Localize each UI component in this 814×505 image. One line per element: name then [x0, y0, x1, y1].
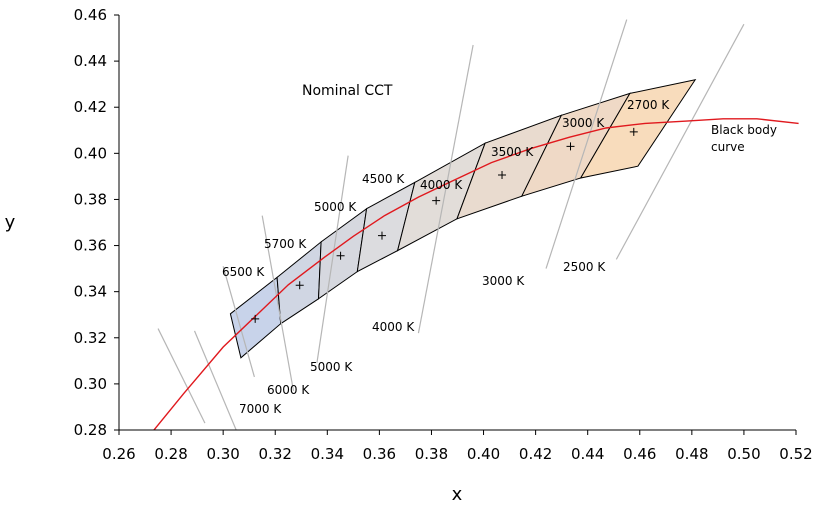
x-tick-label: 0.34 — [311, 445, 344, 463]
isotemp-line — [615, 23, 745, 260]
x-tick-label: 0.40 — [467, 445, 500, 463]
center-point-marker — [432, 196, 441, 205]
isotemp-label-2500: 2500 K — [563, 260, 606, 274]
center-point-marker — [295, 281, 304, 290]
isotemp-line — [193, 330, 237, 430]
y-tick-label: 0.28 — [74, 421, 107, 439]
isotemp-line — [545, 19, 628, 269]
x-tick-label: 0.50 — [727, 445, 760, 463]
quadrangle-5700-k — [276, 240, 322, 325]
curve-label-line-1: Black body — [711, 123, 777, 137]
x-tick-label: 0.36 — [363, 445, 396, 463]
black-body-curve — [153, 118, 799, 430]
isotemp-line — [316, 155, 349, 364]
plot-layer — [153, 19, 799, 430]
y-tick-label: 0.40 — [74, 144, 107, 162]
x-tick-label: 0.26 — [102, 445, 135, 463]
isotemp-line — [222, 266, 255, 378]
quadrangle-2700-k — [579, 79, 697, 179]
isotemp-line — [261, 215, 295, 391]
isotemp-label-7000: 7000 K — [239, 402, 282, 416]
quad-label-5700: 5700 K — [264, 237, 307, 251]
y-tick-label: 0.32 — [74, 329, 107, 347]
x-tick-label: 0.38 — [415, 445, 448, 463]
x-tick-label: 0.42 — [519, 445, 552, 463]
y-tick-label: 0.46 — [74, 6, 107, 24]
y-tick-label: 0.30 — [74, 375, 107, 393]
curve-label-line-2: curve — [711, 140, 745, 154]
x-tick-label: 0.30 — [206, 445, 239, 463]
isotemp-label-5000: 5000 K — [310, 360, 353, 374]
quad-label-5000: 5000 K — [314, 200, 357, 214]
x-tick-label: 0.46 — [623, 445, 656, 463]
y-tick-label: 0.44 — [74, 52, 107, 70]
center-point-marker — [377, 231, 386, 240]
y-tick-label: 0.42 — [74, 98, 107, 116]
y-tick-label: 0.34 — [74, 283, 107, 301]
quadrangle-5000-k — [317, 207, 368, 300]
center-point-marker — [498, 171, 507, 180]
quad-label-2700: 2700 K — [627, 98, 670, 112]
y-axis-title: y — [5, 212, 16, 233]
quad-label-4500: 4500 K — [362, 172, 405, 186]
quad-label-3000: 3000 K — [562, 116, 605, 130]
x-tick-label: 0.28 — [154, 445, 187, 463]
center-point-marker — [336, 251, 345, 260]
isotemp-label-6000: 6000 K — [267, 383, 310, 397]
axes: 0.26 0.28 0.30 0.32 0.34 0.36 0.38 0.40 0.42 0.44… — [74, 6, 813, 463]
x-axis-title: x — [452, 484, 463, 505]
quad-label-3500: 3500 K — [491, 145, 534, 159]
isotemp-label-4000: 4000 K — [372, 320, 415, 334]
x-tick-label: 0.44 — [571, 445, 604, 463]
x-ticks: 0.26 0.28 0.30 0.32 0.34 0.36 0.38 0.40 0.42 0.44… — [102, 430, 813, 463]
center-point-marker — [566, 142, 575, 151]
x-tick-label: 0.52 — [779, 445, 812, 463]
isotemp-line — [417, 44, 474, 334]
isotemp-line — [157, 328, 206, 424]
x-tick-label: 0.48 — [675, 445, 708, 463]
chart-title: Nominal CCT — [302, 83, 393, 99]
y-tick-label: 0.36 — [74, 237, 107, 255]
y-ticks: 0.28 0.30 0.32 0.34 0.36 0.38 0.40 0.42 0.44 0.46 — [74, 6, 119, 439]
y-tick-label: 0.38 — [74, 190, 107, 208]
isotemp-label-3000: 3000 K — [482, 274, 525, 288]
center-point-marker — [251, 314, 260, 323]
quad-label-4000: 4000 K — [420, 178, 463, 192]
x-tick-label: 0.32 — [259, 445, 292, 463]
center-point-marker — [629, 127, 638, 136]
quad-label-6500: 6500 K — [222, 265, 265, 279]
